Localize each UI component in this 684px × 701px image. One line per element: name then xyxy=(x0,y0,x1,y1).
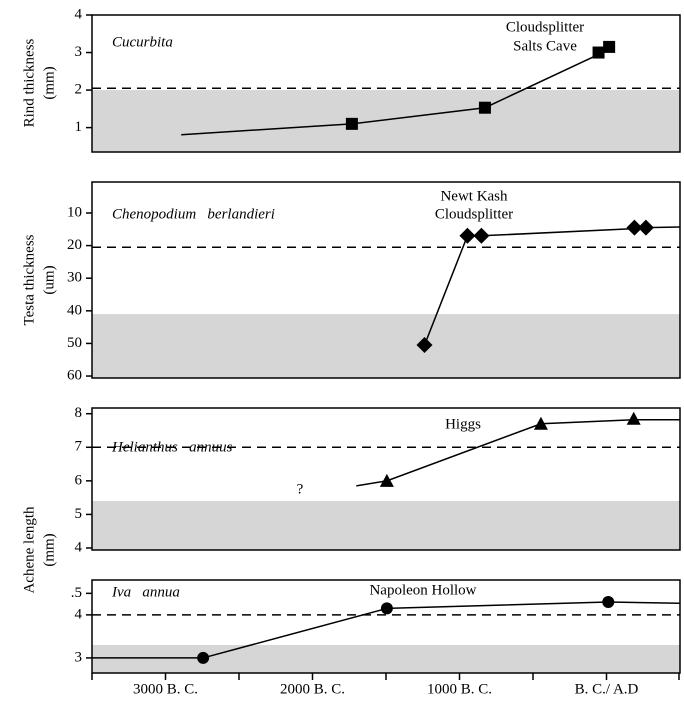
annotation: Newt Kash xyxy=(440,188,508,204)
shaded-region xyxy=(92,314,680,378)
marker xyxy=(380,602,393,615)
y-axis-label: Achene length xyxy=(21,506,37,594)
y-axis-label: Rind thickness xyxy=(21,38,37,127)
trend-line xyxy=(423,235,469,346)
marker xyxy=(533,416,548,430)
y-axis-label: (mm) xyxy=(41,533,57,566)
y-tick-label: 20 xyxy=(67,237,82,253)
trend-line xyxy=(356,418,680,487)
panel-label: Iva annua xyxy=(111,584,180,600)
panel-frame xyxy=(91,407,681,551)
annotation: Cloudsplitter xyxy=(435,206,513,222)
marker xyxy=(478,101,491,114)
y-tick-label: 4 xyxy=(75,606,83,622)
shaded-region xyxy=(92,645,680,673)
panel-frame xyxy=(91,14,681,153)
shaded-region xyxy=(92,500,680,550)
marker xyxy=(197,651,210,664)
marker xyxy=(379,473,394,487)
marker xyxy=(592,46,605,59)
marker xyxy=(473,227,490,244)
y-tick-label: 3 xyxy=(75,649,83,665)
x-tick-label: B. C./ A.D xyxy=(575,681,639,697)
y-tick-label: 6 xyxy=(75,472,83,488)
y-tick-label: 2 xyxy=(75,82,83,98)
y-tick-label: 30 xyxy=(67,270,82,286)
panel-label: Cucurbita xyxy=(112,34,173,50)
y-tick-label: 50 xyxy=(67,335,82,351)
annotation: Cloudsplitter xyxy=(506,19,584,35)
y-tick-label: 10 xyxy=(67,204,82,220)
panel-label: Helianthus annuus xyxy=(111,439,233,455)
y-tick-label: 3 xyxy=(75,44,83,60)
x-tick-label: 3000 B. C. xyxy=(133,681,198,697)
marker xyxy=(603,40,616,53)
y-tick-label: 5 xyxy=(75,506,83,522)
y-tick-label: 7 xyxy=(75,439,83,455)
panel-frame xyxy=(91,181,681,379)
y-axis-label: (mm) xyxy=(41,66,57,99)
y-tick-label: 60 xyxy=(67,367,82,383)
marker xyxy=(637,219,654,236)
y-tick-label: 4 xyxy=(75,6,83,22)
annotation: Salts Cave xyxy=(513,38,577,54)
marker xyxy=(416,337,433,354)
y-tick-label: 40 xyxy=(67,302,82,318)
marker xyxy=(602,595,615,608)
y-tick-label: 8 xyxy=(75,405,83,421)
trend-line xyxy=(181,53,599,136)
annotation: ? xyxy=(297,481,304,497)
x-tick-label: 1000 B. C. xyxy=(427,681,492,697)
y-tick-label: .5 xyxy=(71,585,82,601)
marker xyxy=(626,411,641,425)
x-tick-label: 2000 B. C. xyxy=(280,681,345,697)
shaded-region xyxy=(92,90,680,152)
annotation: Napoleon Hollow xyxy=(369,582,476,598)
y-tick-label: 1 xyxy=(75,119,83,135)
panel-label: Chenopodium berlandieri xyxy=(112,206,275,222)
y-tick-label: 4 xyxy=(75,539,83,555)
annotation: Higgs xyxy=(445,416,481,432)
marker xyxy=(459,227,476,244)
y-axis-label: (um) xyxy=(41,265,57,294)
marker xyxy=(345,117,358,130)
y-axis-label: Testa thickness xyxy=(21,234,37,325)
marker xyxy=(626,219,643,236)
